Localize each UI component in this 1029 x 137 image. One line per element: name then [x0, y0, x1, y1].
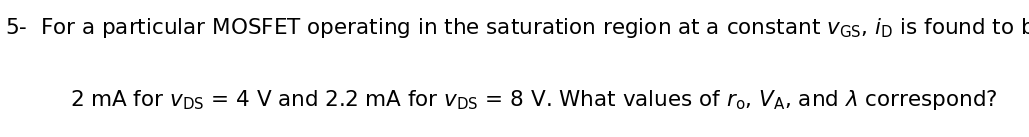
Text: 5-  For a particular MOSFET operating in the saturation region at a constant $v_: 5- For a particular MOSFET operating in …: [5, 16, 1029, 40]
Text: 2 mA for $v_{\mathrm{DS}}$ = 4 V and 2.2 mA for $v_{\mathrm{DS}}$ = 8 V. What va: 2 mA for $v_{\mathrm{DS}}$ = 4 V and 2.2…: [70, 88, 998, 112]
